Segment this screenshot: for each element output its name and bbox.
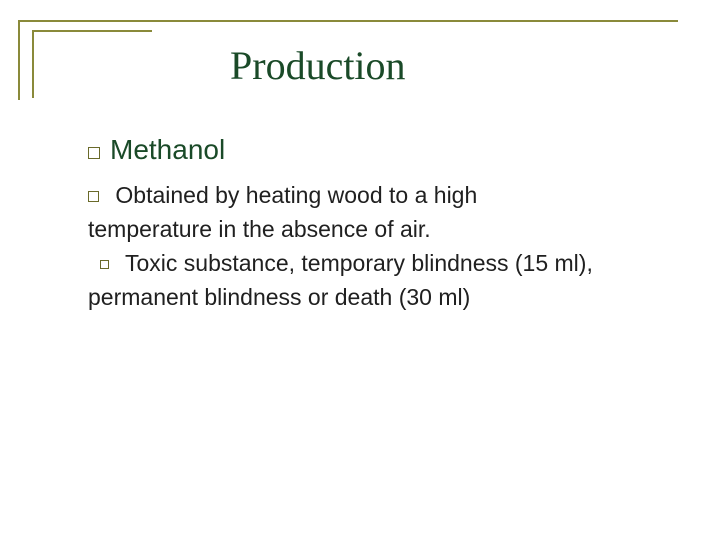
body-text: permanent blindness or death (30 ml): [88, 284, 470, 310]
square-bullet-icon: [100, 260, 109, 269]
frame-top-inner: [32, 30, 152, 32]
body-line: Toxic substance, temporary blindness (15…: [88, 248, 593, 282]
body-line: permanent blindness or death (30 ml): [88, 282, 593, 316]
body-line: Obtained by heating wood to a high: [88, 180, 593, 214]
frame-left-inner: [32, 30, 34, 98]
body-text: Obtained by heating wood to a high: [109, 182, 477, 208]
frame-top-outer: [18, 20, 678, 22]
body-text: Toxic substance, temporary blindness (15…: [119, 250, 593, 276]
square-bullet-icon: [88, 147, 100, 159]
slide-title: Production: [230, 42, 406, 89]
heading-text: Methanol: [110, 134, 225, 165]
frame-left-outer: [18, 20, 20, 100]
slide-content: Methanol Obtained by heating wood to a h…: [88, 134, 593, 316]
body-block: Obtained by heating wood to a high tempe…: [88, 180, 593, 316]
heading-line: Methanol: [88, 134, 593, 166]
square-bullet-icon: [88, 191, 99, 202]
body-text: temperature in the absence of air.: [88, 216, 431, 242]
body-line: temperature in the absence of air.: [88, 214, 593, 248]
